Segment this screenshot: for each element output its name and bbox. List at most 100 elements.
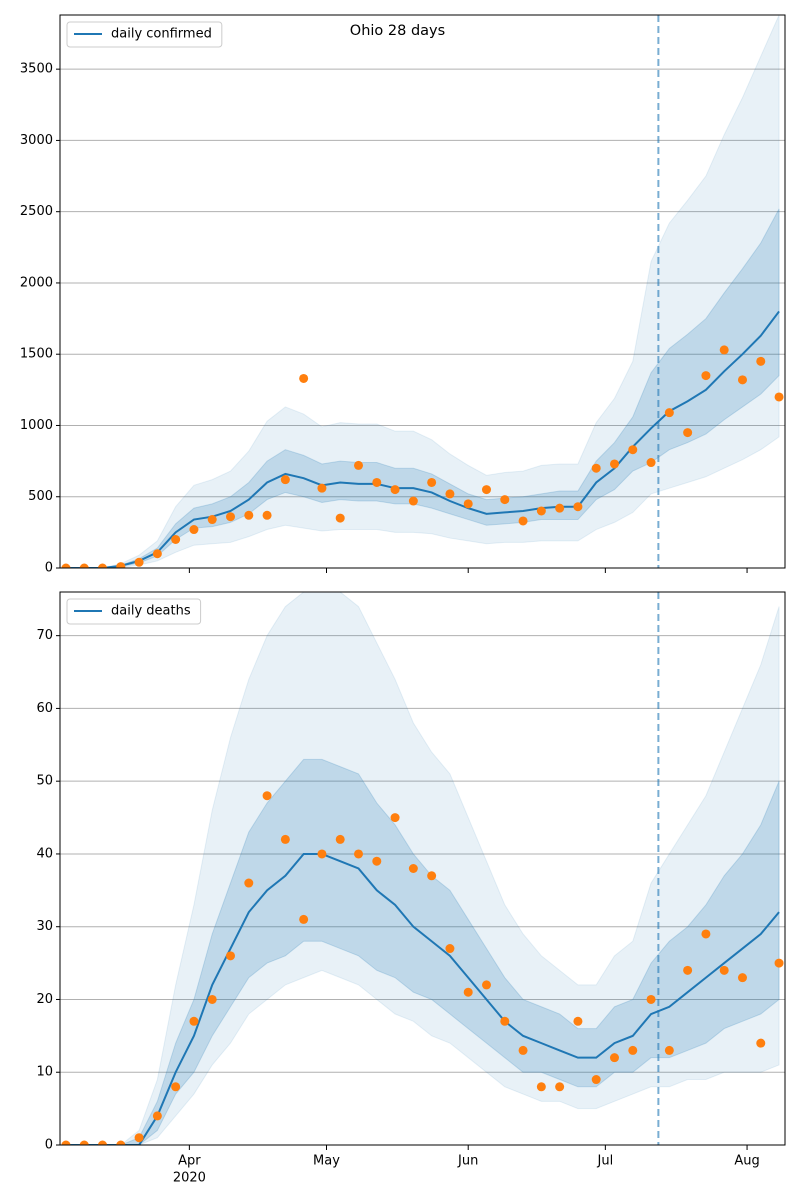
chart-title: Ohio 28 days: [350, 23, 445, 39]
x-year-label: 2020: [173, 1171, 206, 1186]
point: [134, 557, 144, 567]
point: [719, 345, 729, 355]
point: [573, 502, 583, 512]
legend-label: daily deaths: [111, 604, 191, 619]
point: [500, 1016, 510, 1026]
point: [189, 525, 199, 535]
point: [372, 856, 382, 866]
point: [299, 914, 309, 924]
y-tick-label: 20: [36, 992, 53, 1007]
point: [774, 958, 784, 968]
band: [65, 592, 780, 1145]
point: [152, 549, 162, 559]
point: [98, 563, 108, 568]
point: [116, 1140, 126, 1145]
point: [408, 496, 418, 506]
point: [207, 994, 217, 1004]
y-tick-label: 500: [28, 489, 53, 504]
point: [244, 510, 254, 520]
point: [536, 506, 546, 516]
y-tick-label: 0: [45, 1138, 53, 1153]
y-tick-label: 10: [36, 1065, 53, 1080]
y-tick-label: 3500: [20, 62, 53, 77]
point: [335, 834, 345, 844]
point: [719, 965, 729, 975]
point: [207, 515, 217, 525]
point: [61, 1140, 71, 1145]
point: [262, 791, 272, 801]
axes-frame: [59, 591, 786, 1146]
legend-box: [66, 598, 202, 625]
point: [591, 463, 601, 473]
y-tick-label: 3000: [20, 133, 53, 148]
y-tick-label: 2500: [20, 204, 53, 219]
band: [65, 15, 780, 568]
point: [390, 485, 400, 495]
y-tick-label: 40: [36, 846, 53, 861]
point: [427, 477, 437, 487]
plot-area: [60, 592, 785, 1145]
line: [65, 310, 780, 568]
point: [701, 929, 711, 939]
y-tick-label: 60: [36, 701, 53, 716]
point: [683, 428, 693, 438]
x-tick-label: Apr: [178, 1154, 201, 1169]
point: [335, 513, 345, 523]
point: [134, 1133, 144, 1143]
point: [244, 878, 254, 888]
y-tick-label: 70: [36, 628, 53, 643]
band: [65, 758, 780, 1145]
point: [536, 1082, 546, 1092]
point: [226, 512, 236, 522]
point: [664, 408, 674, 418]
point: [463, 499, 473, 509]
point: [354, 849, 364, 859]
point: [79, 1140, 89, 1145]
plot-area: [60, 15, 785, 568]
point: [280, 834, 290, 844]
point: [372, 477, 382, 487]
point: [445, 489, 455, 499]
point: [481, 980, 491, 990]
point: [189, 1016, 199, 1026]
point: [463, 987, 473, 997]
legend-label: daily confirmed: [111, 27, 212, 42]
point: [591, 1075, 601, 1085]
point: [317, 483, 327, 493]
point: [683, 965, 693, 975]
point: [609, 459, 619, 469]
point: [555, 503, 565, 513]
x-tick-label: May: [313, 1154, 340, 1169]
point: [226, 951, 236, 961]
point: [518, 1045, 528, 1055]
point: [280, 475, 290, 485]
point: [756, 356, 766, 366]
point: [171, 534, 181, 544]
point: [646, 458, 656, 468]
point: [737, 375, 747, 385]
y-tick-label: 30: [36, 919, 53, 934]
y-tick-label: 1000: [20, 418, 53, 433]
x-tick-label: Jul: [597, 1154, 614, 1169]
point: [609, 1053, 619, 1063]
y-tick-label: 0: [45, 561, 53, 576]
x-tick-label: Jun: [457, 1154, 478, 1169]
y-tick-label: 2000: [20, 275, 53, 290]
point: [628, 445, 638, 455]
point: [646, 994, 656, 1004]
point: [518, 516, 528, 526]
y-tick-label: 1500: [20, 347, 53, 362]
point: [116, 562, 126, 568]
x-tick-label: Aug: [734, 1154, 759, 1169]
point: [152, 1111, 162, 1121]
point: [79, 563, 89, 568]
point: [299, 373, 309, 383]
point: [756, 1038, 766, 1048]
point: [390, 813, 400, 823]
point: [573, 1016, 583, 1026]
point: [774, 392, 784, 402]
point: [408, 864, 418, 873]
point: [445, 944, 455, 954]
point: [701, 371, 711, 381]
